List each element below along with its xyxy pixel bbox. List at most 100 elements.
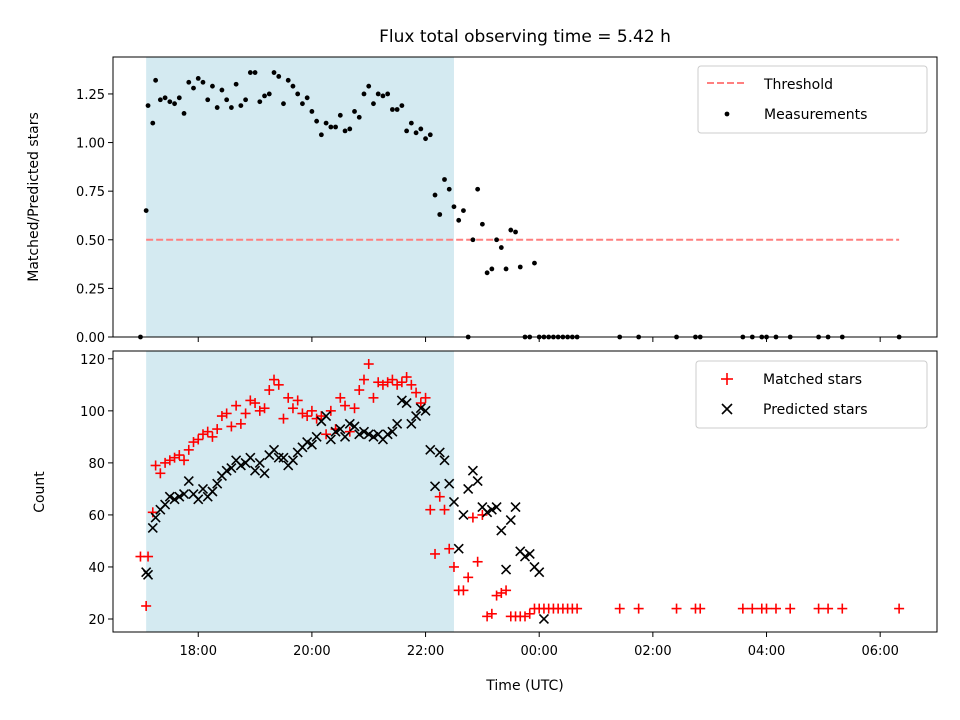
measurement-point — [333, 124, 338, 130]
measurement-point — [446, 186, 452, 192]
predicted-star-point — [160, 499, 171, 510]
matched-star-point — [221, 408, 232, 419]
count-panel: 20 40 60 80 100 120 18:00 20:00 22:00 00:00 02:00… — [32, 350, 938, 694]
matched-star-point — [302, 411, 313, 422]
y-tick-label: 1.25 — [76, 88, 105, 103]
top-y-axis-ticks: 0.00 0.25 0.50 0.75 1.00 1.25 — [76, 88, 113, 346]
legend-measurements-label: Measurements — [764, 107, 867, 123]
measurement-point — [470, 237, 476, 243]
measurement-point — [366, 83, 372, 89]
predicted-star-point — [524, 548, 535, 560]
measurement-point — [157, 97, 163, 103]
top-legend: Threshold Measurements — [697, 65, 928, 134]
matched-star-point — [183, 444, 194, 455]
matched-star-point — [477, 509, 488, 520]
matched-star-point — [344, 426, 355, 437]
matched-star-point — [354, 385, 365, 396]
matched-star-point — [894, 603, 905, 614]
predicted-star-point — [344, 418, 355, 429]
measurement-point — [508, 227, 514, 233]
x-tick-label: 06:00 — [861, 644, 898, 659]
matched-star-point — [250, 398, 261, 409]
matched-star-point — [269, 374, 280, 385]
measurement-point — [257, 99, 263, 105]
measurement-point — [423, 136, 428, 142]
matched-star-point — [472, 556, 483, 567]
matched-star-point — [155, 468, 166, 479]
x-tick-label: 02:00 — [634, 644, 671, 659]
predicted-star-point — [306, 439, 317, 450]
matched-star-point — [226, 421, 237, 432]
predicted-star-point — [311, 431, 322, 442]
measurement-point — [167, 99, 173, 105]
predicted-star-point — [382, 429, 393, 440]
measurement-point — [437, 212, 443, 217]
matched-star-point — [278, 413, 289, 424]
predicted-star-point — [245, 452, 256, 463]
predicted-star-point — [268, 444, 280, 455]
y-tick-label: 1.00 — [76, 137, 105, 152]
predicted-star-point — [387, 426, 398, 437]
legend-matched-stars-label: Matched stars — [763, 372, 862, 388]
measurement-point — [461, 208, 466, 214]
measurement-point — [456, 217, 462, 223]
measurement-point — [323, 120, 329, 126]
predicted-star-point — [444, 478, 455, 489]
matched-star-point — [193, 434, 204, 445]
matched-star-point — [420, 392, 431, 403]
bottom-observing-window-shade — [146, 351, 454, 632]
matched-star-point — [363, 359, 374, 370]
predicted-star-point — [207, 486, 218, 497]
predicted-star-point — [183, 476, 194, 487]
predicted-star-point — [396, 395, 407, 406]
measurement-point — [238, 103, 244, 109]
bottom-x-axis-ticks: 18:00 20:00 22:00 00:00 02:00 04:00 06:00 — [180, 632, 899, 659]
matched-star-point — [572, 603, 583, 614]
y-tick-label: 80 — [88, 457, 105, 472]
predicted-star-point — [278, 452, 289, 463]
measurement-point — [285, 77, 291, 83]
matched-star-point — [837, 603, 848, 614]
matched-star-point — [179, 455, 190, 466]
matched-star-point — [501, 585, 512, 596]
matched-star-point — [425, 504, 436, 515]
matched-star-point — [401, 372, 412, 383]
predicted-star-point — [420, 405, 431, 416]
measurement-point — [432, 192, 438, 198]
measurement-point — [347, 126, 353, 132]
measurement-point — [281, 101, 286, 107]
matched-star-point — [143, 551, 154, 562]
matched-star-point — [287, 403, 298, 414]
measurement-point — [513, 229, 518, 235]
measurement-point — [271, 70, 277, 75]
predicted-star-point — [434, 447, 445, 458]
measurement-point — [276, 74, 282, 79]
measurement-point — [228, 105, 234, 110]
predicted-star-point — [330, 426, 341, 437]
measurement-point — [143, 208, 149, 214]
predicted-star-point — [491, 502, 502, 513]
matched-star-point — [207, 431, 218, 442]
top-x-axis-ticks — [197, 337, 881, 342]
predicted-star-point — [321, 410, 332, 422]
measurement-point — [233, 81, 239, 87]
predicted-star-point — [235, 460, 246, 471]
matched-star-point — [259, 403, 270, 414]
predicted-star-point — [325, 434, 336, 445]
predicted-star-point — [273, 452, 284, 463]
predicted-star-point — [349, 421, 360, 432]
predicted-star-point — [193, 494, 204, 505]
matched-star-point — [770, 603, 781, 614]
matched-star-point — [335, 392, 346, 403]
matched-star-point — [463, 572, 474, 583]
matched-star-point — [823, 603, 834, 614]
measurement-point — [413, 130, 419, 136]
predicted-star-point — [519, 551, 531, 562]
predicted-star-point — [411, 410, 422, 422]
matched-star-point — [633, 603, 644, 614]
matched-star-point — [486, 608, 497, 619]
ratio-panel: 0.00 0.25 0.50 0.75 1.00 1.25 Matched/Predict… — [26, 56, 938, 346]
measurement-point — [356, 114, 362, 120]
matched-star-point — [316, 411, 327, 422]
matched-star-point — [321, 429, 332, 440]
